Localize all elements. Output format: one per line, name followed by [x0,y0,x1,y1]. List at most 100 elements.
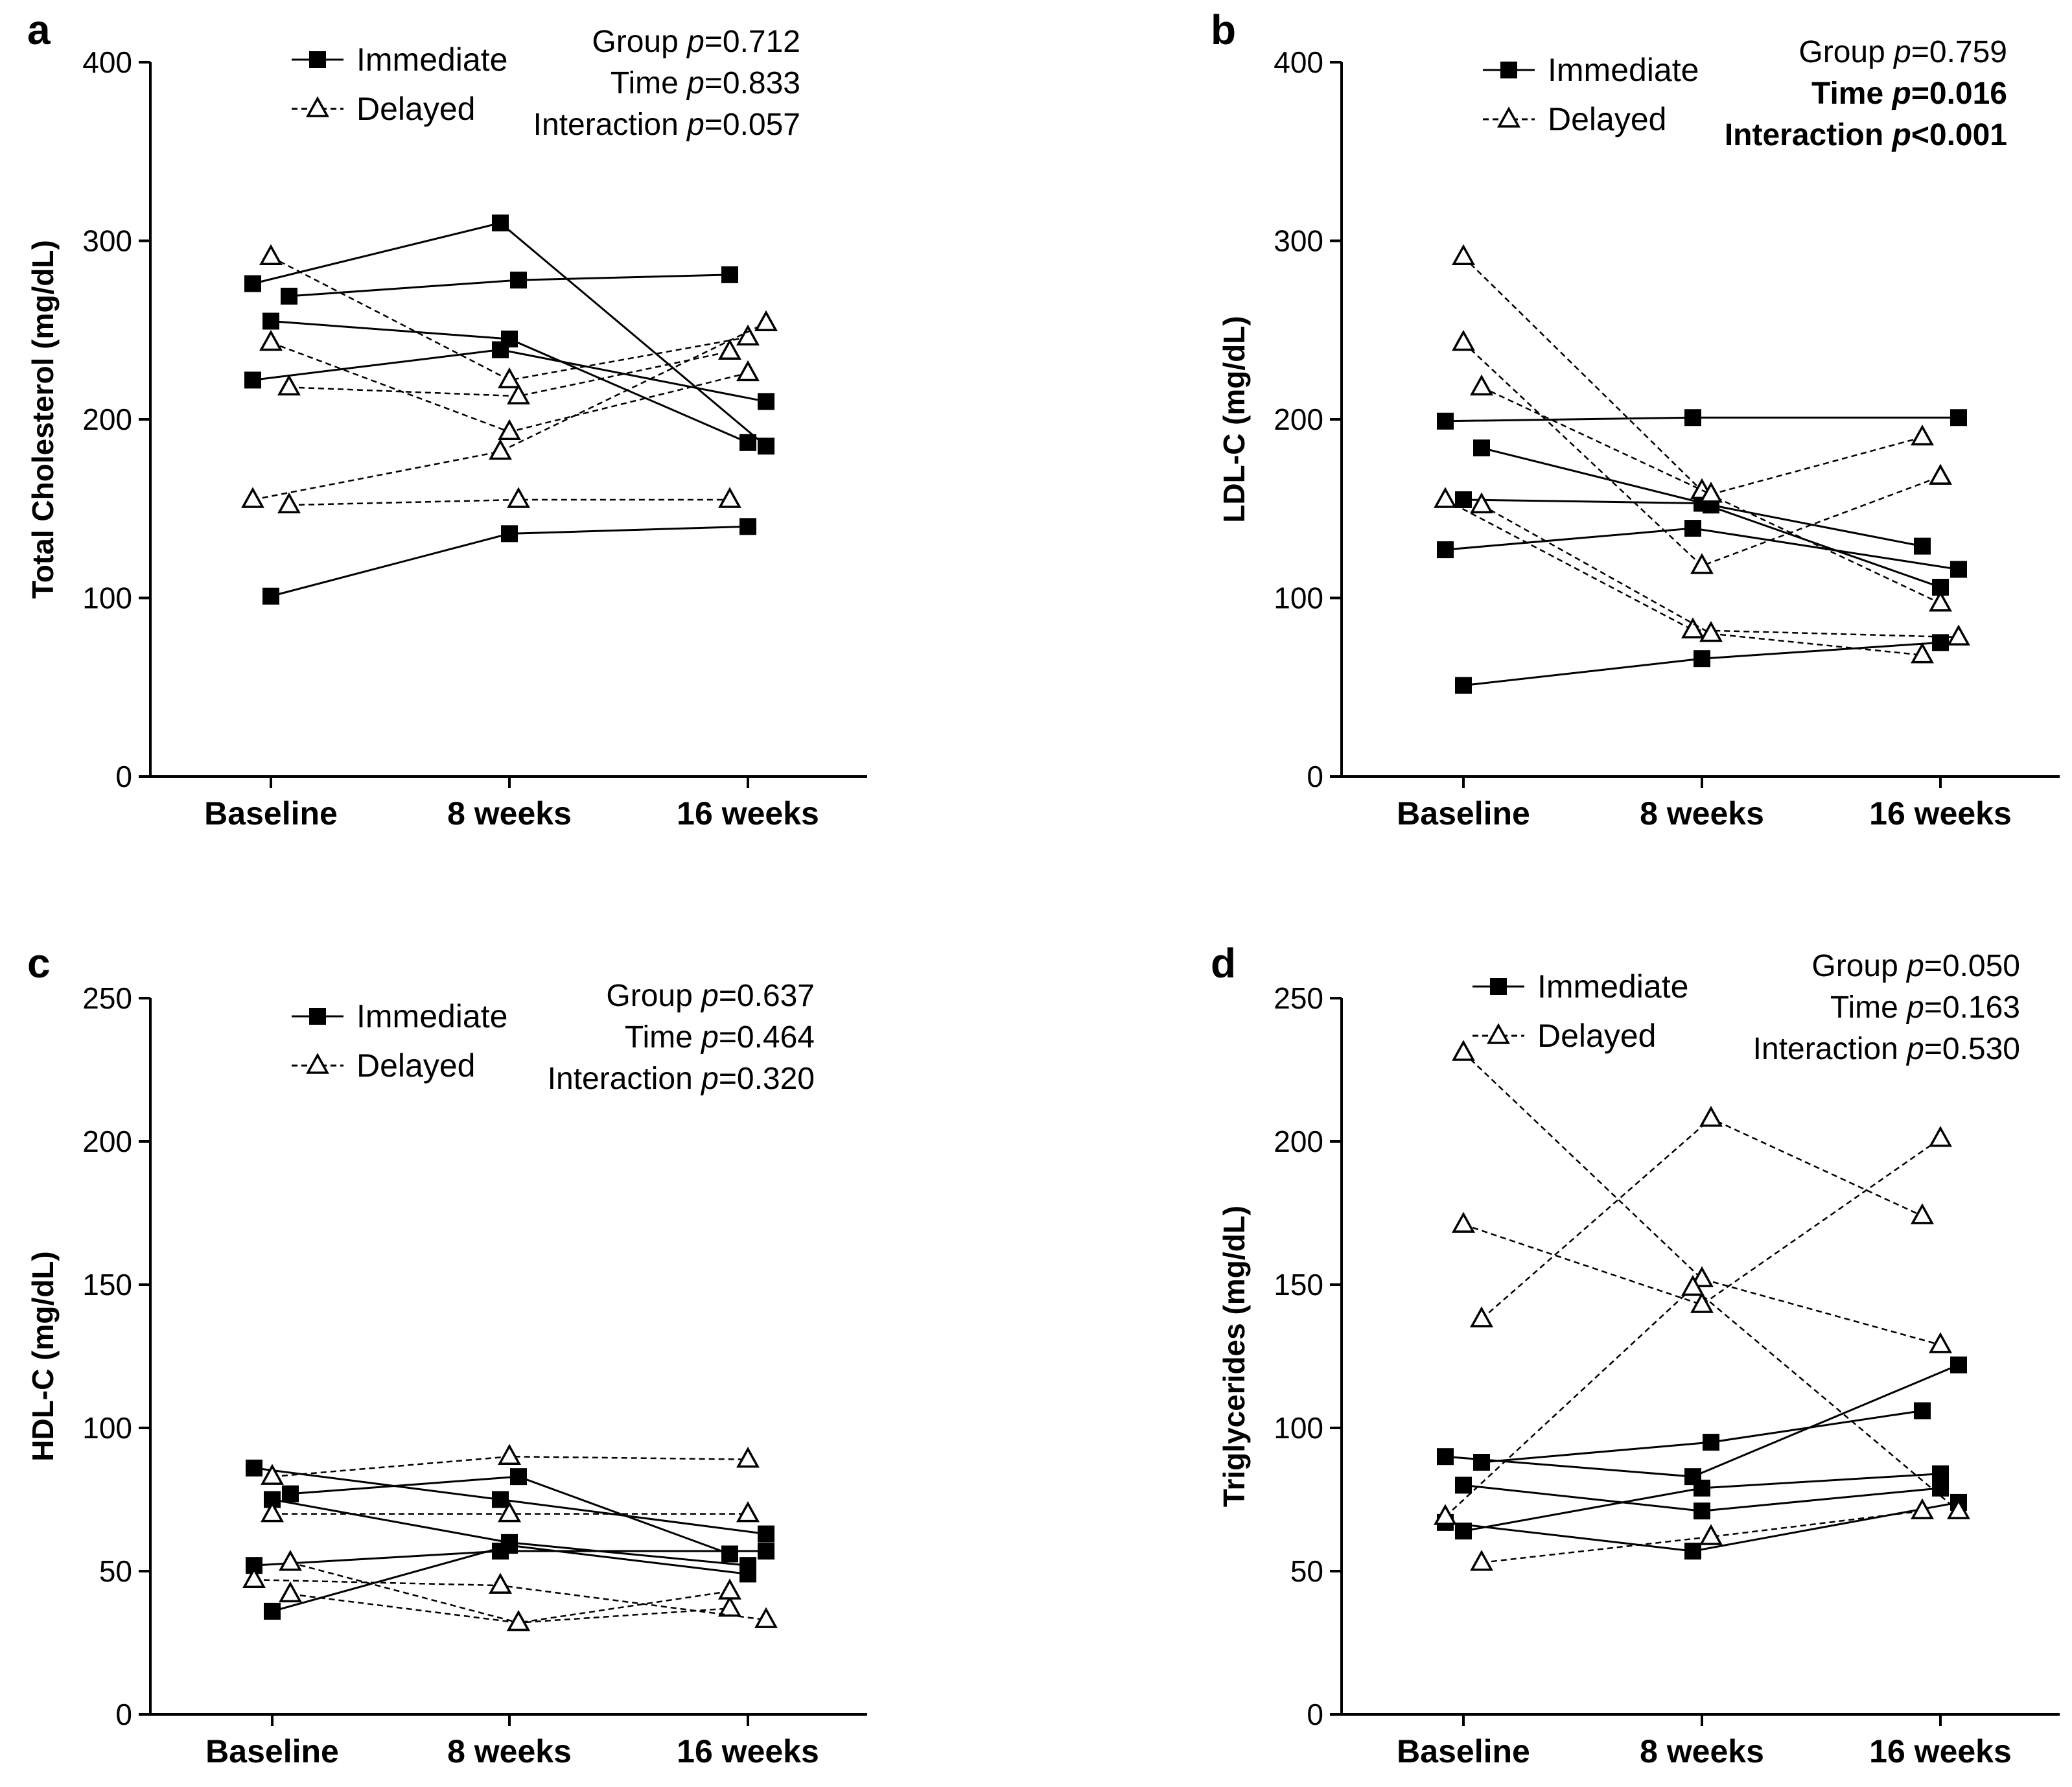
delayed-series [277,487,741,513]
legend-label: Delayed [1537,1018,1656,1054]
y-axis-title: HDL-C (mg/dL) [26,1251,60,1461]
delayed-point [1929,1332,1952,1353]
y-axis-title: Triglycerides (mg/dL) [1217,1206,1251,1507]
delayed-point [1681,1274,1705,1296]
immediate-point [492,214,509,231]
immediate-point [739,1565,756,1583]
immediate-point [1914,1402,1931,1419]
y-tick-label: 100 [1274,581,1323,615]
immediate-series [246,1543,774,1574]
stat-p: p [1905,949,1924,983]
immediate-point [1455,677,1472,694]
delayed-line [1463,342,1941,567]
stat-value: <0.001 [1911,118,2007,152]
stat-value: =0.057 [704,108,800,142]
x-tick-label: Baseline [1397,795,1530,832]
stat-value: =0.464 [719,1020,815,1055]
legend-label: Delayed [356,1047,475,1084]
immediate-series [244,214,774,455]
stat-value: =0.320 [719,1062,815,1096]
y-tick-label: 100 [82,1411,132,1445]
immediate-point [1932,1479,1949,1497]
delayed-series [1452,1125,1952,1313]
immediate-point [1694,650,1710,668]
y-tick-label: 0 [1307,1698,1323,1731]
legend: Immediate Delayed [292,41,507,127]
delayed-point [279,1550,302,1571]
delayed-series [277,338,741,404]
delayed-series [1452,1040,1952,1353]
delayed-point [1911,1498,1934,1519]
y-tick-label: 300 [82,224,132,258]
stat-line: Time p=0.163 [1830,990,2020,1025]
delayed-point [736,1501,760,1523]
immediate-point [721,1545,738,1563]
stat-line: Group p=0.637 [606,979,815,1013]
legend-label: Immediate [356,41,507,78]
delayed-series [1470,492,1934,664]
delayed-line [252,322,767,501]
stat-prefix: Group [592,25,687,59]
stat-prefix: Time [611,66,687,100]
x-tick-label: 8 weeks [447,1733,572,1769]
legend-label: Immediate [1548,52,1699,88]
delayed-point [1690,553,1714,574]
immediate-series [246,1459,774,1543]
delayed-line [290,1590,730,1624]
y-tick-label: 200 [82,1125,132,1158]
delayed-point [1947,1498,1970,1519]
immediate-point [492,341,509,358]
stat-p: p [1891,118,1911,152]
stat-value: =0.712 [704,25,800,59]
stat-line: Interaction p=0.320 [548,1062,815,1096]
immediate-series [1455,1465,1949,1540]
delayed-point [1699,1106,1723,1127]
delayed-point [498,1443,521,1465]
delayed-point [1947,624,1970,646]
delayed-point [1434,1504,1457,1525]
delayed-series [261,1443,760,1485]
legend-label: Immediate [356,998,507,1034]
stat-line: Time p=0.464 [625,1020,815,1055]
immediate-series [1437,1356,1967,1486]
y-tick-label: 50 [99,1554,132,1588]
panel-d: d 0 50 100 150 200 250 Baseline 8 weeks 16 weeks T… [1211,940,2060,1769]
y-tick-label: 400 [1274,45,1323,79]
delayed-point [736,1447,760,1468]
delayed-point [718,1595,741,1617]
immediate-series [1455,1477,1949,1520]
delayed-point [1452,329,1475,351]
delayed-point [277,492,301,513]
immediate-series [262,518,756,605]
stat-line: Interaction p=0.530 [1753,1032,2020,1066]
delayed-point [261,1464,284,1485]
delayed-point [1470,374,1493,396]
immediate-point [1684,409,1701,426]
immediate-point [281,287,297,305]
immediate-point [1932,1465,1949,1482]
delayed-series [259,329,760,441]
immediate-point [244,371,261,389]
delayed-point [507,1609,530,1631]
delayed-point [1470,492,1493,513]
delayed-point [718,1578,741,1600]
x-tick-label: 16 weeks [677,1733,819,1769]
y-tick-label: 250 [82,981,132,1015]
delayed-point [1911,1203,1934,1224]
delayed-point [1699,1524,1723,1545]
stat-prefix: Group [606,979,701,1013]
legend-triangle-marker [1487,1023,1510,1044]
immediate-point [1473,439,1490,457]
stat-p: p [1905,1032,1924,1066]
stat-p: p [700,979,719,1013]
stat-p: p [700,1062,719,1096]
delayed-point [1470,1550,1493,1571]
immediate-point [282,1485,299,1502]
y-tick-label: 200 [1274,1125,1323,1158]
stat-prefix: Interaction [1725,118,1892,152]
stats-block: Group p=0.637 Time p=0.464 Interaction p=0… [548,979,815,1096]
delayed-series [1470,374,1934,503]
y-tick-label: 0 [1307,760,1323,793]
